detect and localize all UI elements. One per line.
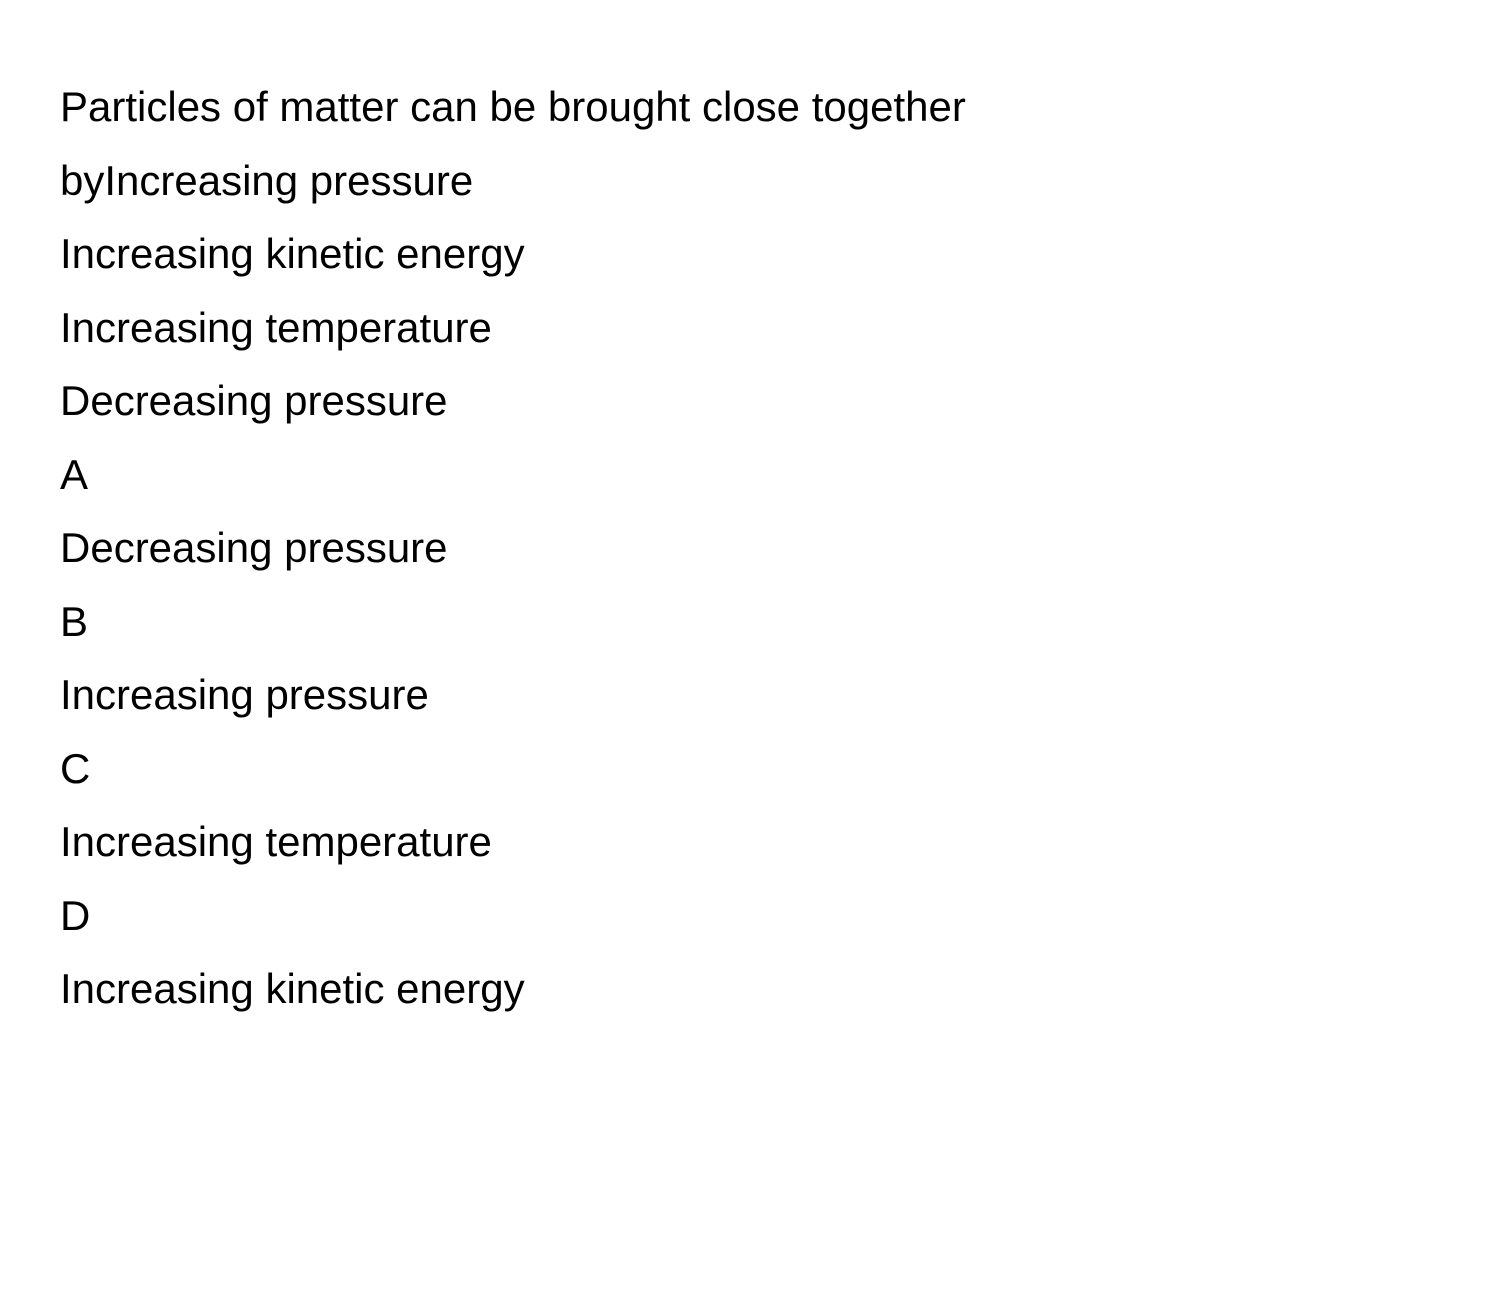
question-content: Particles of matter can be brought close…	[60, 70, 1440, 1026]
option-d-label: D	[60, 879, 1440, 953]
question-line-4: Increasing temperature	[60, 291, 1440, 365]
option-c-label: C	[60, 732, 1440, 806]
option-b-label: B	[60, 585, 1440, 659]
question-line-1: Particles of matter can be brought close…	[60, 70, 1440, 144]
option-d-text: Increasing kinetic energy	[60, 952, 1440, 1026]
question-line-2: byIncreasing pressure	[60, 144, 1440, 218]
option-a-label: A	[60, 438, 1440, 512]
option-a-text: Decreasing pressure	[60, 511, 1440, 585]
question-line-5: Decreasing pressure	[60, 364, 1440, 438]
option-b-text: Increasing pressure	[60, 658, 1440, 732]
question-line-3: Increasing kinetic energy	[60, 217, 1440, 291]
option-c-text: Increasing temperature	[60, 805, 1440, 879]
